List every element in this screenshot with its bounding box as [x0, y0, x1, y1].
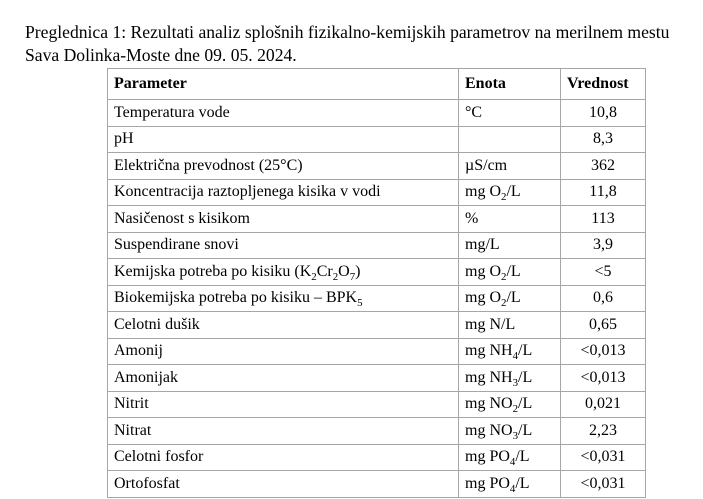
table-body: Temperatura vode °C 10,8 pH 8,3 Električna pr… [107, 99, 646, 498]
unit-cell: mg NH3/L [458, 364, 561, 392]
unit-cell: mg O2/L [458, 178, 561, 206]
table-row: Amonijak mg NH3/L <0,013 [107, 364, 646, 392]
parameter-cell: pH [107, 125, 459, 153]
unit-cell: °C [458, 99, 561, 127]
unit-cell [458, 125, 561, 153]
value-cell: <0,031 [560, 470, 646, 498]
table-row: Koncentracija raztopljenega kisika v vod… [107, 178, 646, 206]
unit-cell: mg NH4/L [458, 337, 561, 365]
parameter-cell: Električna prevodnost (25°C) [107, 152, 459, 180]
table-caption: Preglednica 1: Rezultati analiz splošnih… [25, 21, 670, 65]
unit-cell: mg/L [458, 231, 561, 259]
value-cell: <5 [560, 258, 646, 286]
value-cell: 10,8 [560, 99, 646, 127]
unit-cell: mg NO2/L [458, 390, 561, 418]
header-parameter: Parameter [107, 68, 459, 100]
value-cell: 362 [560, 152, 646, 180]
value-cell: 0,021 [560, 390, 646, 418]
unit-cell: µS/cm [458, 152, 561, 180]
table-row: Temperatura vode °C 10,8 [107, 99, 646, 127]
value-cell: <0,013 [560, 337, 646, 365]
table-row: Suspendirane snovi mg/L 3,9 [107, 231, 646, 259]
table-row: Celotni dušik mg N/L 0,65 [107, 311, 646, 339]
parameter-cell: Nitrit [107, 390, 459, 418]
table-row: Električna prevodnost (25°C) µS/cm 362 [107, 152, 646, 180]
table-row: Ortofosfat mg PO4/L <0,031 [107, 470, 646, 498]
header-row: Parameter Enota Vrednost [107, 68, 646, 100]
value-cell: <0,013 [560, 364, 646, 392]
value-cell: 8,3 [560, 125, 646, 153]
value-cell: 3,9 [560, 231, 646, 259]
parameter-cell: Amonij [107, 337, 459, 365]
table-row: Nitrit mg NO2/L 0,021 [107, 390, 646, 418]
parameter-cell: Nitrat [107, 417, 459, 445]
table-row: Kemijska potreba po kisiku (K2Cr2O7) mg O… [107, 258, 646, 286]
unit-cell: % [458, 205, 561, 233]
results-table: Parameter Enota Vrednost Temperatura vod… [107, 68, 646, 498]
table-row: Amonij mg NH4/L <0,013 [107, 337, 646, 365]
parameter-cell: Celotni fosfor [107, 443, 459, 471]
unit-cell: mg O2/L [458, 258, 561, 286]
parameter-cell: Amonijak [107, 364, 459, 392]
parameter-cell: Ortofosfat [107, 470, 459, 498]
table-row: Biokemijska potreba po kisiku – BPK5 mg O… [107, 284, 646, 312]
parameter-cell: Kemijska potreba po kisiku (K2Cr2O7) [107, 258, 459, 286]
table-row: Nitrat mg NO3/L 2,23 [107, 417, 646, 445]
value-cell: 2,23 [560, 417, 646, 445]
parameter-cell: Koncentracija raztopljenega kisika v vod… [107, 178, 459, 206]
table-row: pH 8,3 [107, 125, 646, 153]
unit-cell: mg PO4/L [458, 470, 561, 498]
parameter-cell: Biokemijska potreba po kisiku – BPK5 [107, 284, 459, 312]
parameter-cell: Suspendirane snovi [107, 231, 459, 259]
value-cell: 0,6 [560, 284, 646, 312]
table-header: Parameter Enota Vrednost [107, 68, 646, 100]
unit-cell: mg O2/L [458, 284, 561, 312]
unit-cell: mg NO3/L [458, 417, 561, 445]
parameter-cell: Temperatura vode [107, 99, 459, 127]
value-cell: <0,031 [560, 443, 646, 471]
table-row: Celotni fosfor mg PO4/L <0,031 [107, 443, 646, 471]
value-cell: 11,8 [560, 178, 646, 206]
header-unit: Enota [458, 68, 561, 100]
value-cell: 0,65 [560, 311, 646, 339]
table-row: Nasičenost s kisikom% 113 [107, 205, 646, 233]
unit-cell: mg N/L [458, 311, 561, 339]
parameter-cell: Nasičenost s kisikom [107, 205, 459, 233]
parameter-cell: Celotni dušik [107, 311, 459, 339]
header-value: Vrednost [560, 68, 646, 100]
unit-cell: mg PO4/L [458, 443, 561, 471]
value-cell: 113 [560, 205, 646, 233]
